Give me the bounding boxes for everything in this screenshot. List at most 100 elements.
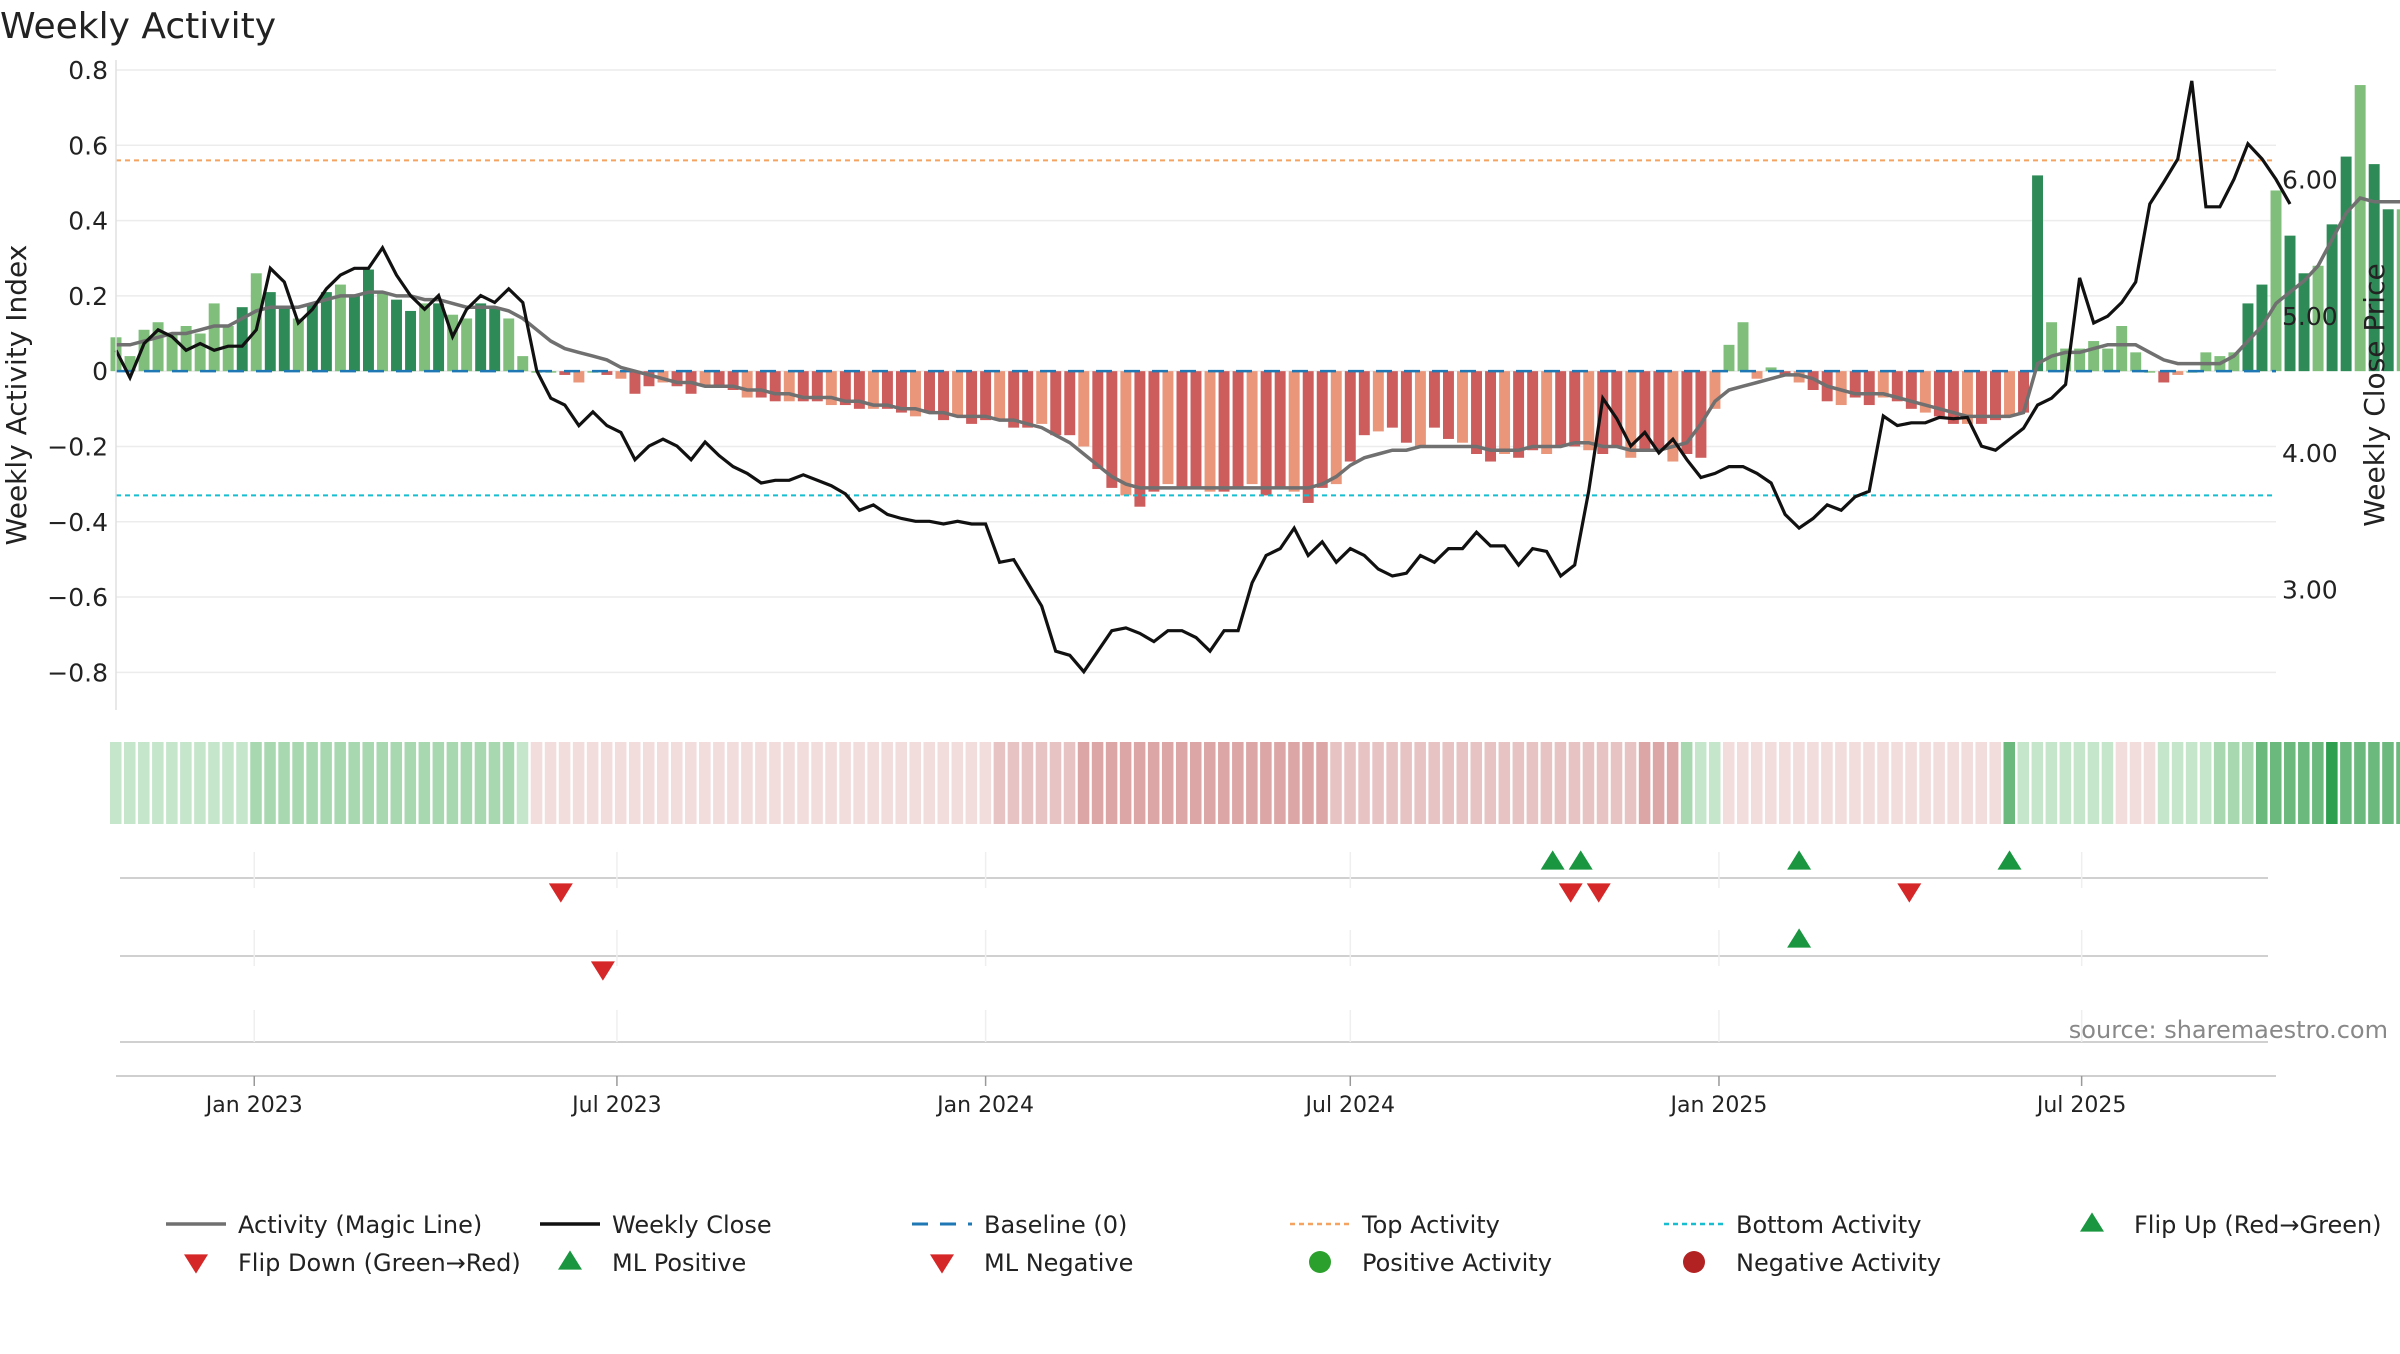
heat-cell: [446, 742, 459, 824]
flip_up-marker: [1997, 850, 2022, 870]
heat-cell: [1414, 742, 1426, 824]
heat-cell: [1007, 742, 1020, 824]
activity-bar: [1260, 371, 1272, 496]
heat-cell: [1274, 742, 1286, 824]
activity-bar: [489, 307, 501, 372]
x-tick-label: Jul 2023: [570, 1093, 662, 1118]
heat-cell: [2368, 742, 2380, 824]
heat-cell: [1975, 742, 1987, 824]
heat-cell: [1807, 742, 1819, 824]
heat-cell: [1204, 742, 1216, 824]
heat-cell: [1596, 742, 1609, 824]
heat-cell: [208, 742, 220, 824]
activity-bar: [1849, 371, 1861, 398]
activity-bar: [1386, 371, 1398, 428]
activity-bar: [1555, 371, 1567, 447]
heat-cell: [2213, 742, 2226, 824]
activity-bar: [1891, 371, 1903, 402]
y-left-tick-label: −0.6: [47, 583, 108, 612]
heat-cell: [1933, 742, 1945, 824]
heat-cell: [1680, 742, 1693, 824]
heat-cell: [2073, 742, 2086, 824]
activity-bar: [839, 371, 851, 406]
activity-bar: [559, 371, 571, 375]
heat-cell: [166, 742, 178, 824]
heat-cell: [558, 742, 571, 824]
heat-cell: [2185, 742, 2198, 824]
heat-cell: [1021, 742, 1034, 824]
heat-cell: [642, 742, 655, 824]
activity-bar: [2144, 371, 2156, 373]
activity-bar: [1779, 371, 1791, 375]
activity-bar: [1442, 371, 1454, 439]
heat-cell: [1442, 742, 1454, 824]
heat-cell: [1652, 742, 1665, 824]
heat-cell: [2354, 742, 2366, 824]
heat-cell: [1624, 742, 1637, 824]
heat-cell: [1708, 742, 1721, 824]
activity-bar: [755, 371, 767, 398]
heat-cell: [2143, 742, 2156, 824]
activity-bar: [377, 292, 388, 372]
heat-cell: [867, 742, 879, 824]
heat-cell: [1540, 742, 1553, 824]
heat-cell: [979, 742, 992, 824]
heat-cell: [628, 742, 641, 824]
heat-cell: [2087, 742, 2100, 824]
y-right-axis-label: Weekly Close Price: [2358, 263, 2391, 526]
heat-cell: [2157, 742, 2170, 824]
legend-label: Weekly Close: [612, 1211, 772, 1239]
activity-bar: [334, 284, 346, 372]
activity-bar: [1008, 371, 1020, 428]
activity-bar: [811, 371, 823, 402]
heat-cell: [2059, 742, 2072, 824]
heat-cell: [614, 742, 627, 824]
activity-bar: [1471, 371, 1482, 454]
heat-cell: [1484, 742, 1497, 824]
activity-bar: [2130, 352, 2142, 372]
activity-bar: [1611, 371, 1623, 447]
heat-cell: [965, 742, 978, 824]
activity-bar: [783, 371, 795, 402]
heat-cell: [811, 742, 823, 824]
activity-bar: [1134, 371, 1146, 507]
activity-bar: [2158, 371, 2170, 383]
heat-cell: [1919, 742, 1931, 824]
legend: Activity (Magic Line) Weekly Close Baselin…: [166, 1211, 2382, 1277]
heat-cell: [1891, 742, 1903, 824]
activity-bar: [2382, 209, 2394, 372]
activity-bar: [1204, 371, 1216, 492]
heat-cell: [1330, 742, 1342, 824]
heat-cell: [769, 742, 781, 824]
activity-bar: [1232, 371, 1244, 488]
heat-cell: [152, 742, 164, 824]
y-right-tick-label: 5.00: [2282, 302, 2338, 331]
heat-cell: [390, 742, 403, 824]
activity-bar: [1036, 371, 1048, 424]
heat-cell: [1428, 742, 1440, 824]
heat-cell: [362, 742, 374, 824]
heat-cell: [1779, 742, 1791, 824]
activity-bar: [1919, 371, 1931, 413]
heat-cell: [741, 742, 753, 824]
activity-bar: [2200, 352, 2212, 372]
activity-bar: [2242, 303, 2254, 372]
activity-bar: [2032, 175, 2044, 372]
heat-cell: [783, 742, 795, 824]
heat-cell: [544, 742, 557, 824]
activity-bar: [699, 371, 711, 387]
activity-bar: [447, 314, 459, 372]
activity-bar: [2354, 85, 2366, 372]
y-left-tick-label: −0.8: [47, 658, 108, 687]
activity-bar: [727, 371, 739, 390]
heat-cell: [1961, 742, 1973, 824]
heat-cell: [1751, 742, 1763, 824]
legend-label: Baseline (0): [984, 1211, 1127, 1239]
heat-cell: [1358, 742, 1370, 824]
activity-bar: [391, 299, 402, 372]
heat-cell: [727, 742, 739, 824]
activity-bar: [306, 303, 318, 372]
activity-bar: [138, 329, 150, 372]
activity-bar: [713, 371, 725, 387]
